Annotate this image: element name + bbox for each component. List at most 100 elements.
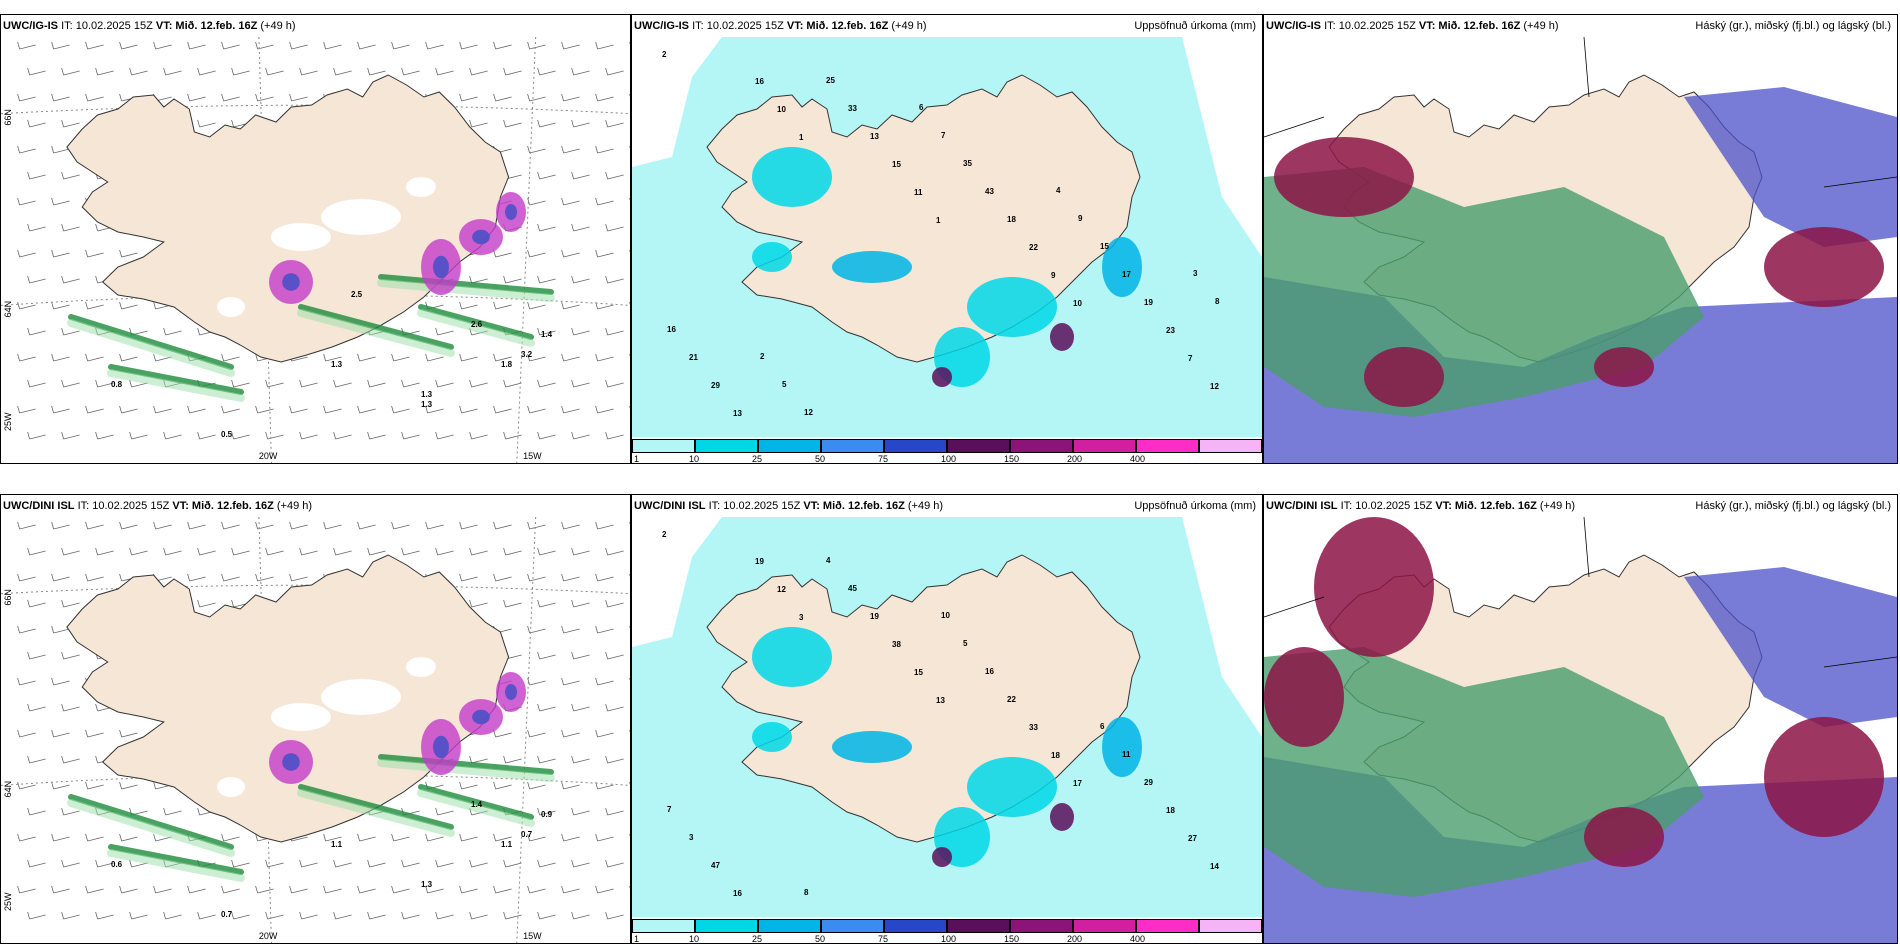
colorbar-cell [884,439,947,453]
precip-blob [932,367,952,387]
precip-value: 19 [870,612,879,621]
wind-value-label: 1.3 [421,390,433,399]
precip-value: 17 [1122,270,1131,279]
precip-value: 5 [963,639,968,648]
wind-value-label: 1.1 [331,840,343,849]
cloud-panel-top: UWC/IG-IS IT: 10.02.2025 15Z VT: Mið. 12… [1263,14,1898,464]
precip-value: 23 [1166,326,1175,335]
precip-panel-top: UWC/IG-IS IT: 10.02.2025 15Z VT: Mið. 12… [631,14,1263,464]
precip-value: 19 [1144,298,1153,307]
cloud-panel-header: UWC/DINI ISL IT: 10.02.2025 15Z VT: Mið.… [1264,495,1897,517]
colorbar-cell [632,439,695,453]
precip-value: 16 [733,889,742,898]
mid-cloud [1274,137,1414,217]
colorbar-cell [1073,439,1136,453]
low-cloud [1684,567,1897,727]
precip-value: 13 [733,409,742,418]
wind-map: 0.6 0.7 1.1 1.3 1.4 1.1 0.7 0.9 66N 64N 20W 15W 25W [1,517,630,943]
wind-value-label: 2.6 [471,320,483,329]
precip-value: 16 [667,325,676,334]
cloud-panel-header: UWC/IG-IS IT: 10.02.2025 15Z VT: Mið. 12… [1264,15,1897,37]
precip-value: 16 [985,667,994,676]
precip-value: 47 [711,861,720,870]
cloud-map [1264,517,1897,943]
wind-value-label: 1.3 [421,400,433,409]
precip-blob [967,277,1057,337]
axis-label: 15W [523,451,542,461]
colorbar-label: 10 [689,934,700,944]
colorbar-cell [1136,439,1199,453]
wind-value-label: 0.7 [221,910,233,919]
precip-blob [932,847,952,867]
colorbar-label: 1 [634,934,640,944]
precip-title: Uppsöfnuð úrkoma (mm) [1134,500,1256,512]
precip-panel-header: UWC/DINI ISL IT: 10.02.2025 15Z VT: Mið.… [632,495,1262,517]
colorbar-label: 200 [1067,934,1083,944]
precip-value: 1 [799,133,804,142]
precip-value: 8 [1215,297,1220,306]
wind-panel-top: UWC/IG-IS IT: 10.02.2025 15Z VT: Mið. 12… [0,14,631,464]
precip-value: 2 [662,50,667,59]
precip-blob [752,147,832,207]
precip-map: 2111012101197161522231313181929334317212… [632,37,1262,437]
precip-value: 11 [914,188,923,197]
colorbar-cell [1199,919,1262,933]
precip-value: 10 [777,105,786,114]
axis-label: 66N [3,589,13,606]
colorbar-label: 75 [878,934,889,944]
precip-value: 14 [1210,862,1219,871]
precip-colorbar: 1 10 25 50 75 100 150 200 400 [632,435,1262,463]
axis-label: 15W [523,931,542,941]
precip-panel-header: UWC/IG-IS IT: 10.02.2025 15Z VT: Mið. 12… [632,15,1262,37]
precip-value: 7 [1188,354,1193,363]
colorbar-cell [758,919,821,933]
colorbar-cell [1136,919,1199,933]
axis-label: 66N [3,109,13,126]
precip-value: 22 [1029,243,1038,252]
precip-value: 2 [662,530,667,539]
precip-value: 45 [848,584,857,593]
glacier [217,297,245,317]
wind-panel-bottom: UWC/DINI ISL IT: 10.02.2025 15Z VT: Mið.… [0,494,631,944]
precip-value: 6 [919,103,924,112]
precip-value: 9 [1051,271,1056,280]
precip-blob [1102,237,1142,297]
precip-value: 16 [755,77,764,86]
mid-cloud [1594,347,1654,387]
precip-value: 18 [1007,215,1016,224]
precip-streaks [67,754,555,882]
precip-blob [752,722,792,752]
colorbar-cell [1010,439,1073,453]
wind-value-label: 1.4 [471,800,483,809]
precip-blob [1102,717,1142,777]
precip-streaks [67,274,555,402]
precip-value: 5 [782,380,787,389]
wind-value-label: 0.8 [111,380,123,389]
colorbar-label: 50 [815,934,826,944]
glacier [271,703,331,731]
axis-label: 64N [3,781,13,798]
cloud-title: Háský (gr.), miðský (fj.bl.) og lágský (… [1695,500,1891,512]
wind-value-label: 0.5 [221,430,233,439]
precip-value: 13 [870,132,879,141]
precip-value: 35 [963,159,972,168]
colorbar-cell [821,439,884,453]
colorbar-cell [947,439,1010,453]
precip-value: 29 [1144,778,1153,787]
colorbar-cell [1073,919,1136,933]
mid-cloud [1364,347,1444,407]
precip-value: 15 [914,668,923,677]
precip-value: 43 [985,187,994,196]
axis-label: 25W [3,892,13,911]
precip-value: 3 [689,833,694,842]
precip-blob [832,251,912,283]
precip-title: Uppsöfnuð úrkoma (mm) [1134,20,1256,32]
precip-value: 12 [777,585,786,594]
precip-value: 3 [1193,269,1198,278]
colorbar-label: 25 [752,454,763,464]
axis-label: 20W [259,931,278,941]
wind-value-label: 1.3 [421,880,433,889]
colorbar-label: 150 [1004,934,1020,944]
cloud-panel-bottom: UWC/DINI ISL IT: 10.02.2025 15Z VT: Mið.… [1263,494,1898,944]
colorbar-cell [695,439,758,453]
